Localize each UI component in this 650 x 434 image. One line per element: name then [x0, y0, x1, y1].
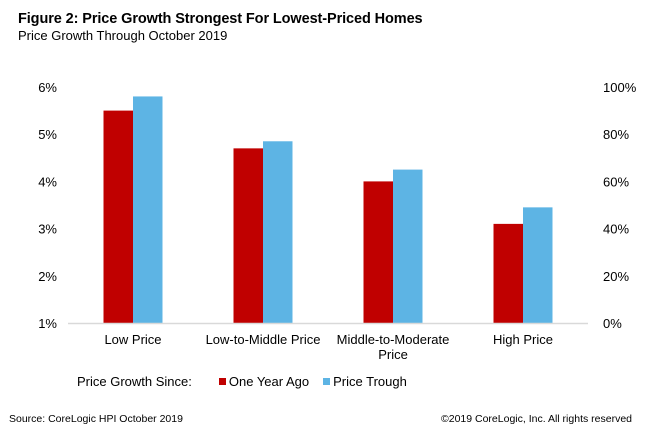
left-tick-label: 1% [38, 316, 57, 331]
legend-swatch-blue [323, 378, 331, 385]
bar-price-trough [523, 207, 553, 323]
copyright-note: ©2019 CoreLogic, Inc. All rights reserve… [441, 413, 632, 425]
bar-price-trough [263, 141, 293, 323]
left-tick-label: 4% [38, 174, 57, 189]
category-label: Low Price [104, 332, 161, 347]
right-tick-label: 60% [603, 174, 629, 189]
chart-title: Figure 2: Price Growth Strongest For Low… [18, 11, 423, 27]
left-tick-label: 2% [38, 269, 57, 284]
right-tick-label: 20% [603, 269, 629, 284]
bar-one-year-ago [493, 223, 523, 323]
legend-item-price-trough: Price Trough [323, 374, 407, 389]
source-note: Source: CoreLogic HPI October 2019 [9, 413, 183, 425]
legend-label: Price Trough [333, 374, 407, 389]
bar-price-trough [393, 169, 423, 323]
legend-label: One Year Ago [228, 374, 310, 389]
legend: Price Growth Since: One Year Ago Price T… [77, 374, 421, 389]
left-tick-label: 5% [38, 127, 57, 142]
bar-chart: 1% 2% 3% 4% 5% 6% 0% 20% 40% 60% 80% 100% Low Pric… [38, 80, 637, 362]
legend-title: Price Growth Since: [77, 374, 192, 389]
chart-subtitle: Price Growth Through October 2019 [18, 28, 228, 43]
left-tick-label: 3% [38, 222, 57, 237]
category-label: Middle-to-Moderate [337, 332, 450, 347]
right-tick-label: 100% [603, 80, 637, 95]
right-axis: 0% 20% 40% 60% 80% 100% [603, 80, 637, 331]
left-tick-label: 6% [38, 80, 57, 95]
right-tick-label: 0% [603, 316, 622, 331]
right-tick-label: 40% [603, 222, 629, 237]
category-label: Price [378, 347, 408, 362]
legend-swatch-red [218, 378, 226, 385]
bar-price-trough [133, 96, 163, 323]
x-axis: Low Price Low-to-Middle Price Middle-to-Mo… [104, 332, 553, 362]
category-label: High Price [493, 332, 553, 347]
right-tick-label: 80% [603, 127, 629, 142]
bar-one-year-ago [233, 148, 263, 323]
bar-one-year-ago [363, 181, 393, 323]
bar-one-year-ago [103, 110, 133, 323]
legend-item-one-year-ago: One Year Ago [218, 374, 310, 389]
bars [103, 96, 553, 323]
left-axis: 1% 2% 3% 4% 5% 6% [38, 80, 57, 331]
category-label: Low-to-Middle Price [206, 332, 321, 347]
